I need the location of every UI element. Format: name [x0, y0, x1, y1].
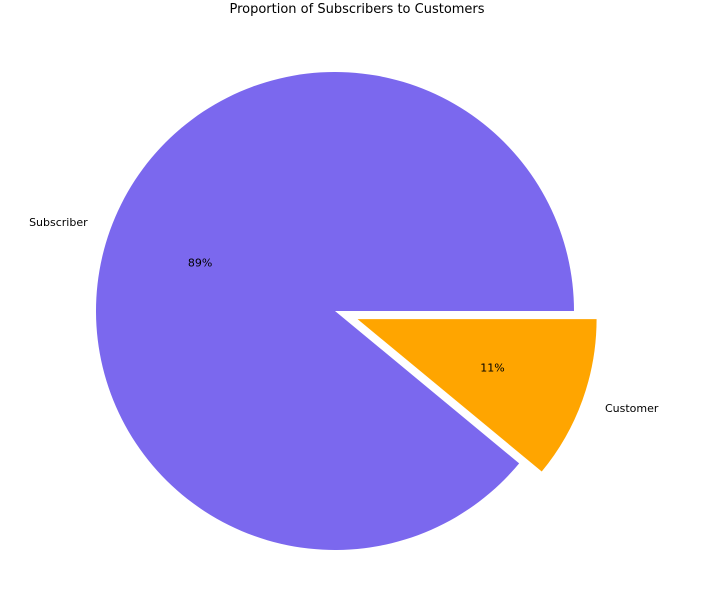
pie-slice-customer: [357, 319, 597, 472]
chart-title: Proportion of Subscribers to Customers: [229, 2, 484, 17]
slice-percent-subscriber: 89%: [188, 256, 212, 269]
slice-label-customer: Customer: [605, 402, 659, 415]
labels-layer: Subscriber 89% Customer 11%: [29, 216, 659, 415]
pie-slice-subscriber: [95, 71, 575, 550]
slices-layer: [95, 71, 597, 550]
slice-label-subscriber: Subscriber: [29, 216, 88, 229]
slice-percent-customer: 11%: [480, 362, 504, 375]
